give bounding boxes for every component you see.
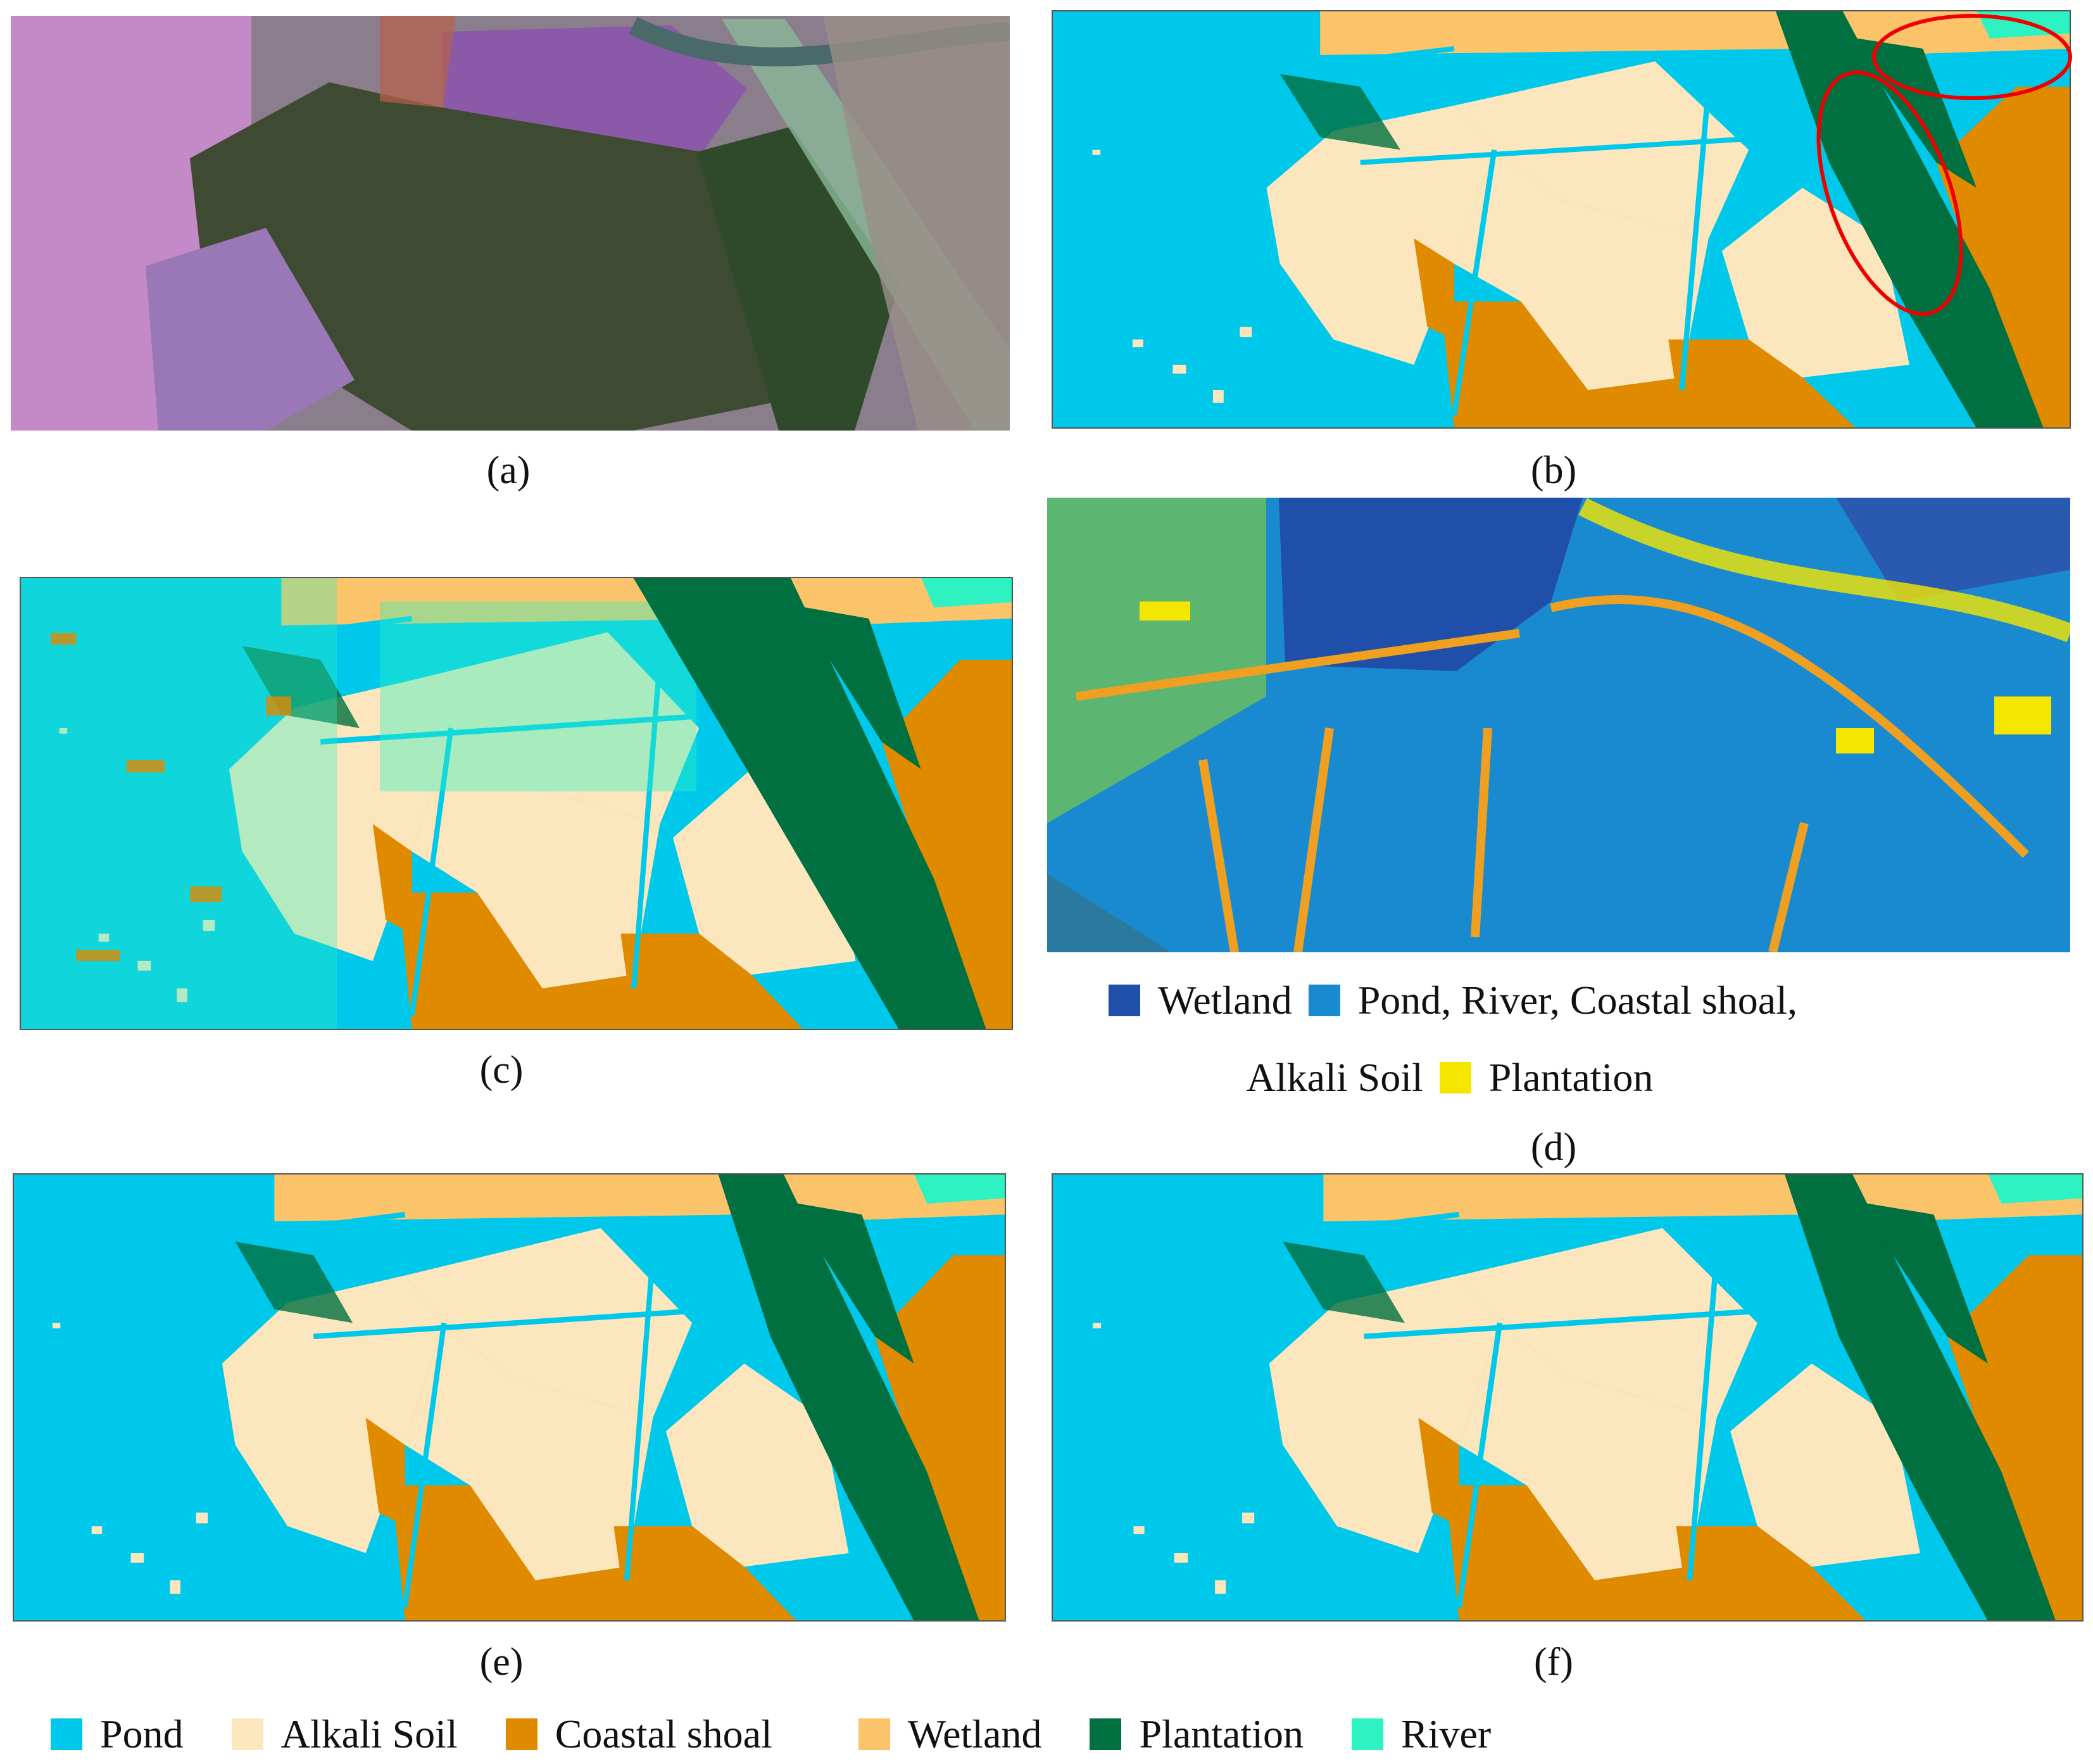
legend-item: Wetland (1102, 978, 1292, 1023)
panel-b-image (1052, 10, 2072, 429)
panel-a-image (11, 16, 1010, 431)
legend-label: Plantation (1488, 1055, 1654, 1100)
panel-f-image (1052, 1173, 2084, 1622)
legend-item: Alkali Soil (225, 1711, 458, 1756)
legend-swatch (1109, 985, 1141, 1016)
panel-c-image (20, 577, 1012, 1030)
legend-swatch (858, 1718, 890, 1750)
legend-label: Alkali Soil (280, 1711, 458, 1756)
legend-item: Pond (44, 1711, 184, 1756)
panel-label: (f) (1534, 1641, 1573, 1684)
panel-label: (e) (479, 1641, 524, 1684)
panel-label: (b) (1530, 449, 1577, 492)
legend-swatch (1308, 985, 1340, 1016)
legend-swatch (51, 1718, 82, 1750)
panel-d-image (1047, 498, 2070, 952)
panel-label: (c) (479, 1049, 524, 1092)
legend-label: River (1400, 1711, 1492, 1756)
legend-item: Plantation (1083, 1711, 1304, 1756)
legend-item: Pond, River, Coastal shoal, Alkali Soil (1247, 978, 1797, 1100)
legend-swatch (505, 1718, 537, 1750)
legend-label: Plantation (1139, 1711, 1304, 1756)
legend: Wetland Pond, River, Coastal shoal, Alka… (1076, 962, 1823, 1116)
legend-swatch (1090, 1718, 1122, 1750)
legend-item: River (1345, 1711, 1491, 1756)
legend-label: Pond, River, Coastal shoal, Alkali Soil (1246, 978, 1797, 1100)
legend-label: Wetland (907, 1711, 1042, 1756)
legend: Pond Alkali Soil Coastal shoal Wetland P… (44, 1696, 2070, 1764)
legend-swatch (1439, 1062, 1471, 1093)
legend-label: Pond (100, 1711, 184, 1756)
legend-label: Wetland (1158, 978, 1292, 1023)
legend-label: Coastal shoal (555, 1711, 772, 1756)
legend-item: Wetland (852, 1711, 1042, 1756)
legend-item: Coastal shoal (500, 1711, 772, 1756)
panel-label: (d) (1530, 1126, 1577, 1169)
panel-label: (a) (486, 449, 531, 492)
legend-swatch (231, 1718, 263, 1750)
legend-swatch (1351, 1718, 1383, 1750)
legend-item: Plantation (1433, 1055, 1654, 1100)
panel-e-image (13, 1173, 1006, 1622)
